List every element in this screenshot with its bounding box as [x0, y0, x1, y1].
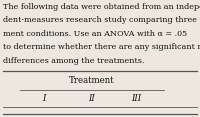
Text: differences among the treatments.: differences among the treatments.	[3, 57, 144, 65]
Text: Treatment: Treatment	[69, 76, 115, 85]
Text: I: I	[42, 94, 46, 103]
Text: III: III	[131, 94, 141, 103]
Text: dent-measures research study comparing three treat-: dent-measures research study comparing t…	[3, 16, 200, 24]
Text: to determine whether there are any significant mean: to determine whether there are any signi…	[3, 43, 200, 51]
Text: The following data were obtained from an indepen-: The following data were obtained from an…	[3, 3, 200, 11]
Text: II: II	[89, 94, 95, 103]
Text: ment conditions. Use an ANOVA with α = .05: ment conditions. Use an ANOVA with α = .…	[3, 30, 187, 38]
